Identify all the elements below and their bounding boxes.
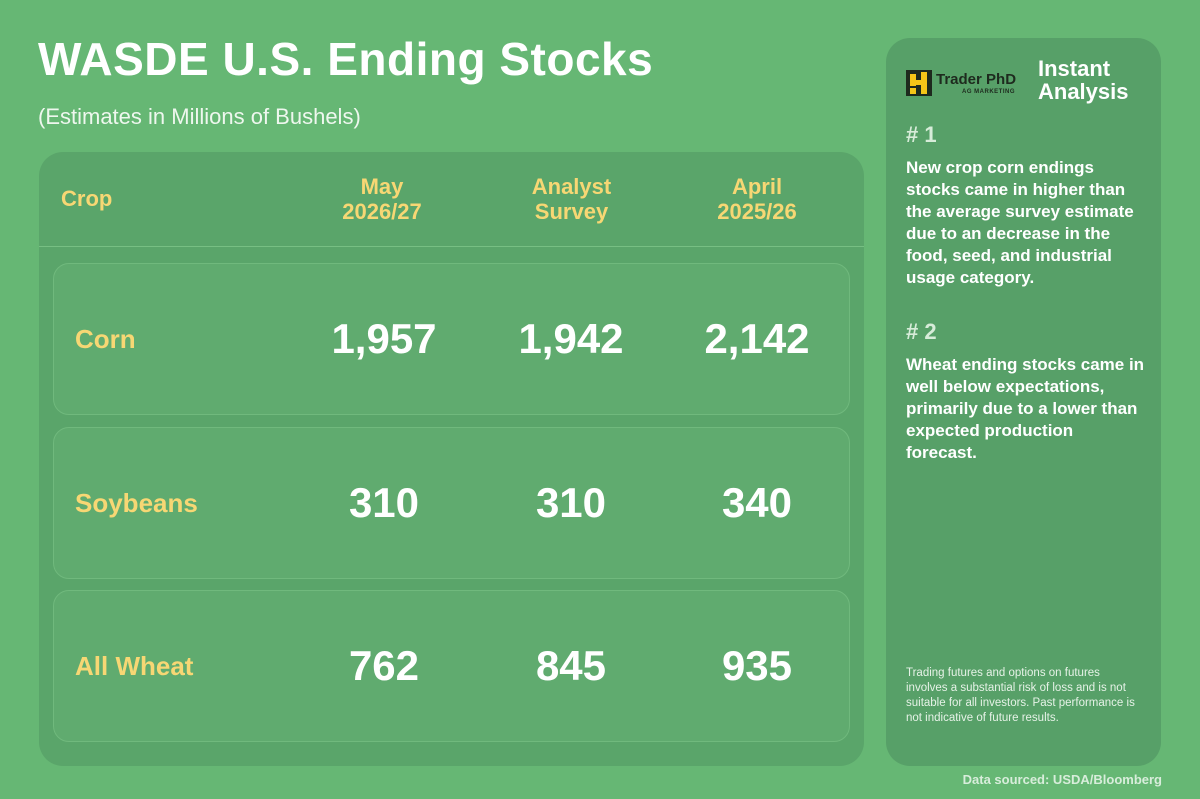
table-header: Crop May 2026/27 Analyst Survey April 20… bbox=[39, 152, 864, 247]
point-number: # 1 bbox=[906, 122, 937, 147]
instant-analysis-panel: Trader PhD AG MARKETING Instant Analysis… bbox=[886, 38, 1161, 766]
analysis-point: New crop corn endings stocks came in hig… bbox=[906, 158, 1134, 287]
table-row-soybeans: Soybeans 310 310 340 bbox=[53, 427, 850, 579]
value-april: 2,142 bbox=[704, 315, 810, 362]
table-row-all-wheat: All Wheat 762 845 935 bbox=[53, 590, 850, 742]
crop-name: Soybeans bbox=[75, 487, 198, 518]
trader-phd-logo-icon bbox=[906, 70, 932, 96]
page-title: WASDE U.S. Ending Stocks bbox=[38, 33, 654, 85]
analysis-point: Wheat ending stocks came in well below e… bbox=[906, 355, 1145, 462]
trader-phd-logo: Trader PhD AG MARKETING bbox=[906, 68, 1026, 98]
header-may: May 2026/27 bbox=[342, 174, 422, 224]
risk-disclaimer: Trading futures and options on futures i… bbox=[906, 667, 1135, 724]
header-analyst-survey: Analyst Survey bbox=[531, 174, 612, 224]
data-source: Data sourced: USDA/Bloomberg bbox=[962, 772, 1162, 787]
instant-analysis-heading: Instant Analysis bbox=[1038, 56, 1129, 104]
value-survey: 845 bbox=[535, 642, 607, 689]
page-subtitle: (Estimates in Millions of Bushels) bbox=[38, 104, 361, 129]
logo-text: Trader PhD bbox=[936, 71, 1017, 88]
value-april: 340 bbox=[721, 479, 793, 526]
logo-subtext: AG MARKETING bbox=[962, 89, 1015, 95]
value-april: 935 bbox=[721, 642, 793, 689]
table-row-corn: Corn 1,957 1,942 2,142 bbox=[53, 263, 850, 415]
crop-name: All Wheat bbox=[75, 650, 194, 681]
point-number: # 2 bbox=[906, 319, 937, 344]
header-april: April 2025/26 bbox=[717, 174, 797, 224]
ending-stocks-table: Crop May 2026/27 Analyst Survey April 20… bbox=[39, 152, 864, 766]
value-survey: 310 bbox=[535, 479, 607, 526]
value-may: 762 bbox=[348, 642, 420, 689]
value-may: 1,957 bbox=[331, 315, 437, 362]
header-crop: Crop bbox=[61, 186, 113, 211]
value-survey: 1,942 bbox=[518, 315, 624, 362]
crop-name: Corn bbox=[75, 323, 136, 354]
value-may: 310 bbox=[348, 479, 420, 526]
